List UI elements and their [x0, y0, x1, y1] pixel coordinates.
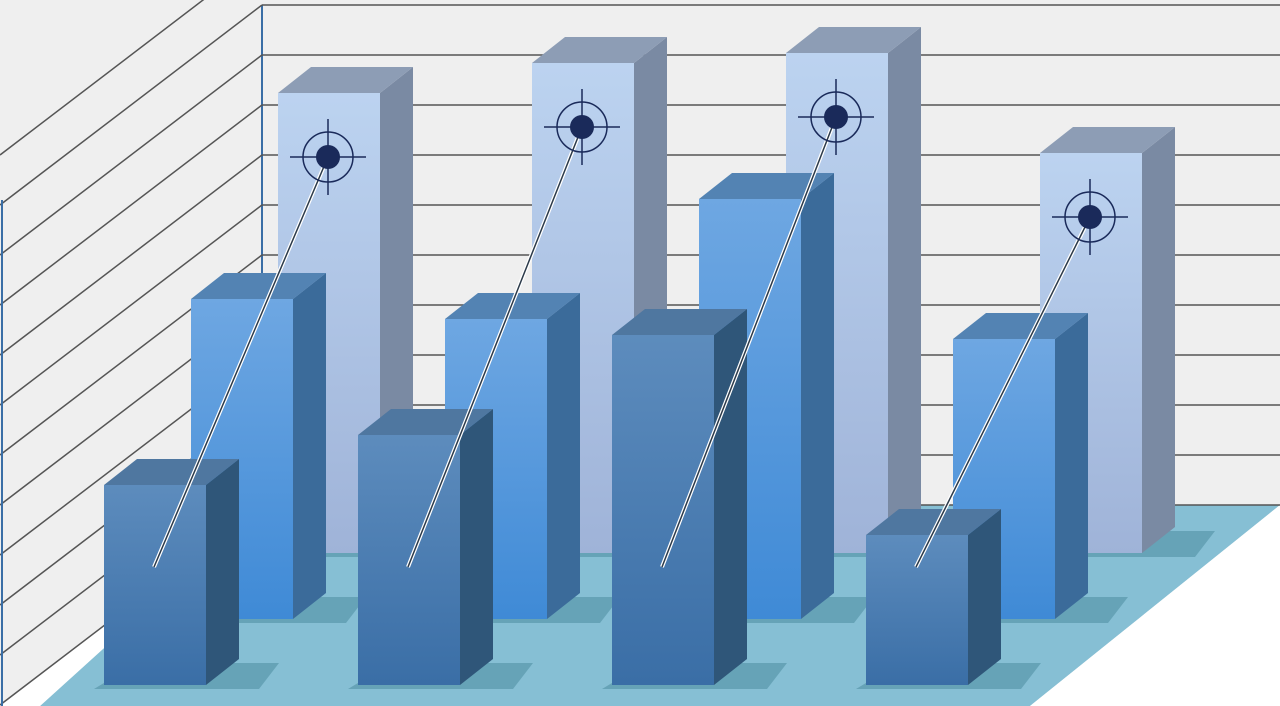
bar-side — [888, 27, 921, 553]
bar-top — [278, 67, 413, 93]
bar-side — [547, 293, 580, 619]
bars — [94, 27, 1215, 689]
bar-top — [699, 173, 834, 199]
target-icon — [570, 115, 594, 139]
bar-top — [786, 27, 921, 53]
floor-edge-right — [1030, 505, 1280, 706]
bar-side — [714, 309, 747, 685]
bar-top — [104, 459, 239, 485]
bar-front — [866, 535, 968, 685]
bar-front — [104, 485, 206, 685]
gridline-side — [0, 54, 263, 256]
pointer-line — [661, 116, 837, 568]
bar-side — [801, 173, 834, 619]
bar-top — [1040, 127, 1175, 153]
pointer-line — [915, 216, 1091, 568]
bar-top — [191, 273, 326, 299]
bar-top — [612, 309, 747, 335]
bar-front — [612, 335, 714, 685]
gridline-side — [0, 104, 263, 306]
bar-top — [866, 509, 1001, 535]
target-icon — [824, 105, 848, 129]
bar-side — [460, 409, 493, 685]
bar-top — [532, 37, 667, 63]
pointer-line — [153, 156, 329, 568]
bar-side — [968, 509, 1001, 685]
bar-side — [206, 459, 239, 685]
bar-top — [358, 409, 493, 435]
bar-side — [293, 273, 326, 619]
bar-top — [953, 313, 1088, 339]
target-icon — [1078, 205, 1102, 229]
gridline-side — [0, 4, 263, 206]
gridline-side — [0, 0, 205, 156]
target-icon — [316, 145, 340, 169]
markers — [152, 79, 1128, 568]
bar-side — [1142, 127, 1175, 553]
bar-side — [1055, 313, 1088, 619]
pointer-line — [407, 126, 583, 568]
gridline-side — [0, 154, 263, 356]
gridline-side — [0, 204, 263, 406]
